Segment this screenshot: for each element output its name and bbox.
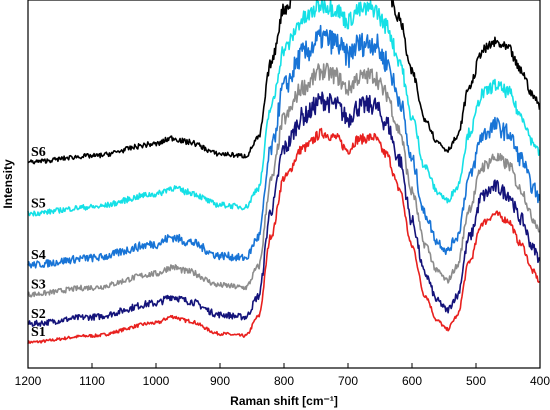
series-line-s2 bbox=[27, 91, 541, 327]
x-tick-label: 800 bbox=[274, 374, 294, 388]
series-layer bbox=[27, 0, 541, 344]
x-tick-label: 1200 bbox=[15, 374, 42, 388]
series-label-s5: S5 bbox=[31, 196, 46, 211]
x-axis: 1200 1100 1000 900 800 700 600 500 400 bbox=[15, 363, 550, 388]
x-tick-label: 700 bbox=[338, 374, 358, 388]
series-label-s6: S6 bbox=[31, 145, 46, 160]
series-line-s1 bbox=[27, 127, 541, 344]
x-tick-label: 1100 bbox=[79, 374, 105, 388]
series-line-s3 bbox=[27, 62, 540, 298]
series-line-s5 bbox=[27, 0, 541, 217]
x-tick-label: 500 bbox=[466, 374, 486, 388]
x-tick-label: 1000 bbox=[143, 374, 170, 388]
x-tick-label: 900 bbox=[210, 374, 230, 388]
series-label-s3: S3 bbox=[31, 277, 46, 292]
series-label-s4: S4 bbox=[31, 248, 46, 263]
x-axis-label: Raman shift [cm⁻¹] bbox=[230, 394, 338, 408]
y-axis-label: Intensity bbox=[1, 159, 15, 209]
series-line-s6 bbox=[27, 0, 541, 165]
series-labels: S1 S2 S3 S4 S5 S6 bbox=[31, 145, 46, 340]
series-line-s4 bbox=[27, 24, 541, 269]
series-label-s2: S2 bbox=[31, 307, 46, 322]
series-label-s1: S1 bbox=[31, 325, 46, 340]
x-tick-label: 400 bbox=[530, 374, 550, 388]
x-tick-label: 600 bbox=[402, 374, 422, 388]
